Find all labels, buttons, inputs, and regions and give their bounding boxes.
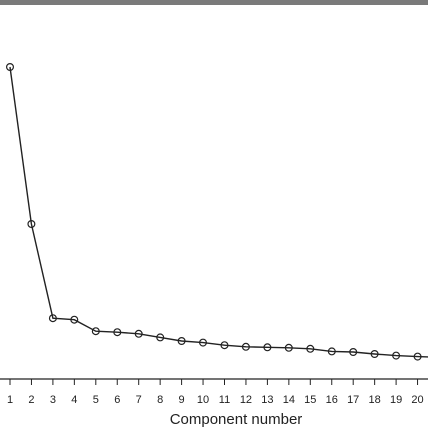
x-tick-label: 6 xyxy=(114,394,120,406)
x-tick-label: 18 xyxy=(369,394,381,406)
x-tick-label: 1 xyxy=(7,394,13,406)
x-tick-label: 7 xyxy=(136,394,142,406)
x-tick-label: 20 xyxy=(411,394,423,406)
data-point-15 xyxy=(306,344,315,353)
x-tick-label: 14 xyxy=(283,394,295,406)
data-point-17 xyxy=(349,348,358,357)
x-tick-label: 3 xyxy=(50,394,56,406)
data-point-3 xyxy=(48,314,57,323)
x-tick-label: 2 xyxy=(28,394,34,406)
x-tick-label: 9 xyxy=(179,394,185,406)
x-tick-label: 5 xyxy=(93,394,99,406)
data-point-19 xyxy=(392,351,401,360)
data-point-4 xyxy=(70,315,79,324)
x-tick-label: 10 xyxy=(197,394,209,406)
x-tick-label: 19 xyxy=(390,394,402,406)
data-point-20 xyxy=(413,352,422,361)
x-tick-label: 12 xyxy=(240,394,252,406)
data-point-7 xyxy=(134,329,143,338)
x-axis-label: Component number xyxy=(170,411,303,428)
x-tick-label: 8 xyxy=(157,394,163,406)
data-point-2 xyxy=(27,220,36,229)
x-tick-label: 15 xyxy=(304,394,316,406)
data-point-16 xyxy=(327,347,336,356)
data-point-18 xyxy=(370,350,379,359)
x-tick-label: 17 xyxy=(347,394,359,406)
data-point-11 xyxy=(220,341,229,350)
data-point-5 xyxy=(91,327,100,336)
data-point-9 xyxy=(177,337,186,346)
data-point-10 xyxy=(199,338,208,347)
data-point-12 xyxy=(241,342,250,351)
plot-area xyxy=(5,62,428,361)
x-tick-label: 13 xyxy=(261,394,273,406)
x-tick-label: 4 xyxy=(71,394,77,406)
x-tick-label: 11 xyxy=(219,394,230,406)
series-line xyxy=(9,66,428,358)
data-point-8 xyxy=(156,333,165,342)
top-border xyxy=(0,0,428,5)
data-point-14 xyxy=(284,343,293,352)
data-point-1 xyxy=(5,62,15,71)
x-axis-ticks: 123456789101112131415161718192021 xyxy=(7,379,424,406)
data-point-6 xyxy=(113,328,122,337)
x-tick-label: 16 xyxy=(326,394,338,406)
data-point-13 xyxy=(263,343,272,352)
